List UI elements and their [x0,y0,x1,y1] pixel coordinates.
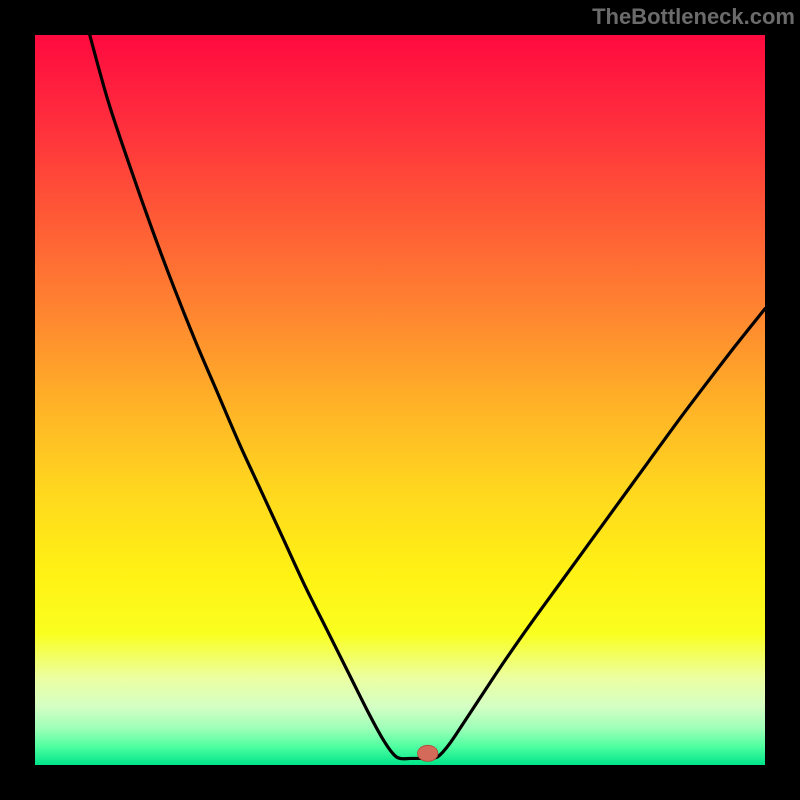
chart-svg [0,0,800,800]
watermark-text: TheBottleneck.com [592,4,795,30]
bottleneck-chart: TheBottleneck.com [0,0,800,800]
plot-background [35,35,765,765]
optimal-point-marker [418,745,438,761]
